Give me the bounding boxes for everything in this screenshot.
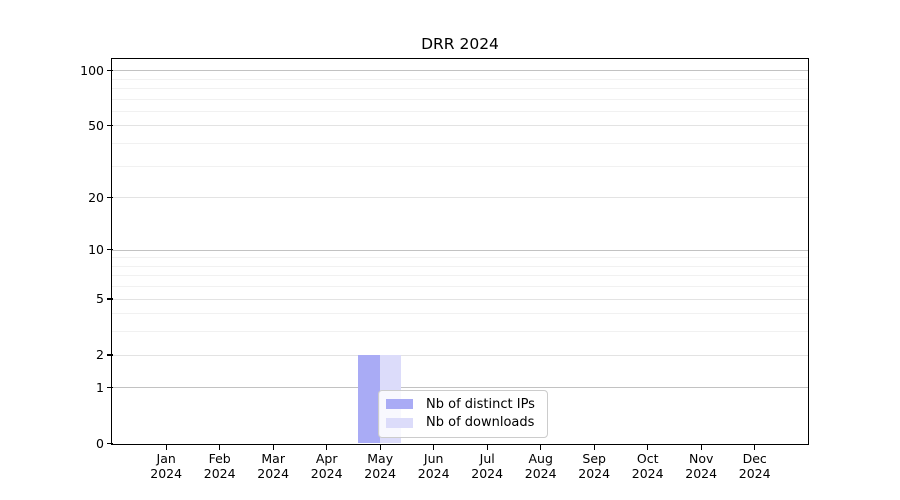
legend: Nb of distinct IPs Nb of downloads [378, 389, 548, 438]
gridline-minor [112, 165, 808, 167]
legend-item-distinct-ips: Nb of distinct IPs [386, 395, 539, 413]
gridline-minor [112, 275, 808, 277]
x-tick-label-month: Jun [423, 451, 444, 466]
gridline-minor [112, 78, 808, 80]
x-tick-label-year: 2024 [203, 466, 236, 481]
x-tick-label-month: Nov [688, 451, 714, 466]
x-tick-label-month: Aug [528, 451, 553, 466]
x-tick-label-month: Mar [261, 451, 285, 466]
y-tick [107, 354, 113, 356]
x-tick [700, 445, 702, 450]
y-tick-label: 0 [96, 436, 104, 452]
y-tick [107, 69, 113, 72]
y-tick [107, 125, 113, 127]
legend-label-downloads: Nb of downloads [426, 415, 535, 431]
x-tick [165, 445, 167, 450]
gridline-minor [112, 110, 808, 112]
y-tick [107, 298, 113, 300]
y-tick-label: 10 [88, 242, 104, 258]
x-tick-label-year: 2024 [417, 466, 450, 481]
x-tick-label: Jul 2024 [452, 451, 522, 481]
x-tick [486, 445, 488, 450]
x-tick-label-month: Sep [582, 451, 606, 466]
y-tick-label: 2 [96, 347, 104, 363]
x-tick-label: Mar 2024 [238, 451, 308, 481]
gridline-minor [112, 88, 808, 90]
legend-swatch-downloads [386, 417, 413, 428]
y-tick [107, 249, 113, 251]
x-tick [593, 445, 595, 450]
y-tick-label: 20 [88, 190, 104, 206]
x-tick-label: Jan 2024 [131, 451, 201, 481]
x-tick [647, 445, 649, 450]
x-tick-label: Aug 2024 [506, 451, 576, 481]
x-tick-label-year: 2024 [471, 466, 504, 481]
legend-swatch-distinct-ips [386, 399, 413, 410]
x-tick [379, 445, 381, 450]
x-tick [540, 445, 542, 450]
gridline-minor [112, 257, 808, 259]
x-tick-label-year: 2024 [364, 466, 397, 481]
x-tick [219, 445, 221, 450]
x-tick-label-month: Jul [479, 451, 495, 466]
x-tick [272, 445, 274, 450]
x-tick-label-year: 2024 [524, 466, 557, 481]
gridline-minor [112, 286, 808, 288]
x-tick-label-month: Dec [742, 451, 767, 466]
x-tick-label: Dec 2024 [720, 451, 790, 481]
y-tick [107, 443, 113, 445]
x-tick-label-month: Oct [636, 451, 659, 466]
gridline-major [112, 354, 808, 356]
x-tick-label-year: 2024 [631, 466, 664, 481]
gridline-major [112, 249, 808, 251]
x-tick [326, 445, 328, 450]
x-tick [754, 445, 756, 450]
y-tick-label: 50 [88, 118, 104, 134]
x-tick-label-month: May [367, 451, 394, 466]
x-tick-label-month: Feb [208, 451, 231, 466]
gridline-minor [112, 313, 808, 315]
y-tick-label: 1 [96, 380, 104, 396]
x-tick-label: Sep 2024 [559, 451, 629, 481]
x-tick-label-year: 2024 [150, 466, 183, 481]
plot-area [111, 57, 809, 445]
x-tick-label-month: Apr [315, 451, 338, 466]
x-tick-label: Apr 2024 [292, 451, 362, 481]
gridline-major [112, 70, 808, 72]
bar-nb-of-distinct-ips [358, 354, 380, 444]
gridline-major [112, 387, 808, 389]
y-tick-label: 5 [96, 291, 104, 307]
x-tick-label: Nov 2024 [666, 451, 736, 481]
x-tick-label: Oct 2024 [613, 451, 683, 481]
gridline-minor [112, 143, 808, 145]
legend-label-distinct-ips: Nb of distinct IPs [426, 396, 535, 412]
x-tick-label: Feb 2024 [185, 451, 255, 481]
legend-item-downloads: Nb of downloads [386, 414, 539, 432]
x-tick [433, 445, 435, 450]
gridline-major [112, 125, 808, 127]
x-tick-label-year: 2024 [578, 466, 611, 481]
x-tick-label-month: Jan [156, 451, 176, 466]
gridline-major [112, 298, 808, 300]
x-tick-label-year: 2024 [310, 466, 343, 481]
chart-title: DRR 2024 [421, 35, 499, 53]
gridline-major [112, 197, 808, 199]
y-tick-label: 100 [80, 63, 104, 78]
x-tick-label: Jun 2024 [399, 451, 469, 481]
x-tick-label: May 2024 [345, 451, 415, 481]
y-tick [107, 196, 113, 199]
x-tick-label-year: 2024 [738, 466, 771, 481]
gridline-minor [112, 98, 808, 100]
gridline-minor [112, 265, 808, 267]
y-tick [107, 387, 113, 389]
x-tick-label-year: 2024 [685, 466, 718, 481]
x-tick-label-year: 2024 [257, 466, 290, 481]
gridline-minor [112, 331, 808, 333]
